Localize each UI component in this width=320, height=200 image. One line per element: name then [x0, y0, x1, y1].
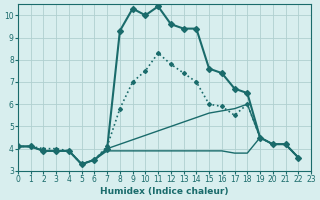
X-axis label: Humidex (Indice chaleur): Humidex (Indice chaleur) — [100, 187, 229, 196]
